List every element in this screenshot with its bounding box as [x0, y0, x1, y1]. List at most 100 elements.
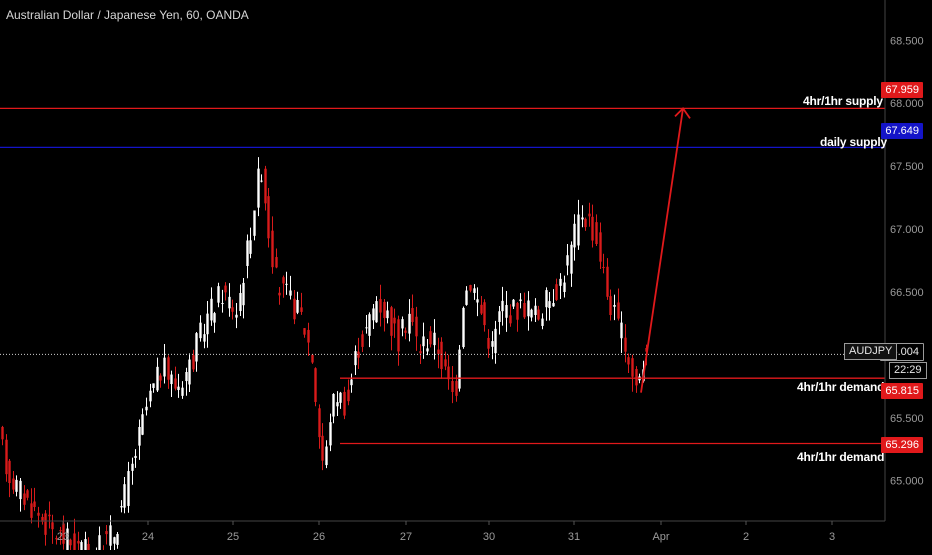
- candle-body: [383, 301, 386, 318]
- candle-body: [293, 298, 296, 320]
- projection-arrowhead: [674, 106, 691, 119]
- candle-body: [498, 311, 501, 322]
- price-tag-4hr-supply: 67.959: [881, 82, 923, 98]
- candle-body: [635, 369, 638, 386]
- candle-body: [365, 327, 368, 329]
- candle-body: [177, 386, 180, 391]
- candle-body: [30, 503, 33, 518]
- candle-body: [329, 422, 332, 446]
- candle-body: [379, 299, 382, 313]
- x-axis-ticks: 23 24 25 26 27 30 31 Apr 2 3: [57, 521, 835, 543]
- candle-body: [314, 368, 317, 402]
- candle-body: [105, 531, 108, 535]
- candle-body: [167, 357, 170, 380]
- candle-body: [116, 534, 119, 545]
- candle-body: [80, 542, 83, 555]
- candle-body: [221, 303, 224, 305]
- candle-body: [282, 277, 285, 284]
- candle-body: [545, 290, 548, 308]
- candle-body: [325, 446, 328, 466]
- candle-body: [73, 533, 76, 554]
- candle-body: [336, 402, 339, 407]
- projection-arrow-line: [640, 108, 684, 393]
- candle-body: [613, 304, 616, 307]
- y-tick-label: 68.000: [890, 98, 924, 110]
- candle-body: [271, 230, 274, 268]
- candle-body: [372, 308, 375, 321]
- candle-body: [404, 330, 407, 333]
- candle-body: [588, 213, 591, 217]
- candle-body: [62, 523, 65, 544]
- candle-body: [509, 315, 512, 324]
- y-tick-label: 65.500: [890, 413, 924, 425]
- candle-body: [390, 307, 393, 336]
- candle-body: [55, 537, 58, 540]
- candle-body: [138, 427, 141, 446]
- candle-body: [584, 218, 587, 228]
- candle-body: [195, 333, 198, 362]
- candle-body: [573, 223, 576, 248]
- candle-body: [332, 393, 335, 417]
- candle-body: [491, 341, 494, 347]
- candle-body: [120, 505, 123, 508]
- x-tick-label: 2: [743, 531, 749, 543]
- candle-body: [199, 322, 202, 339]
- candle-body: [527, 300, 530, 317]
- candle-body: [393, 317, 396, 324]
- candle-body: [267, 196, 270, 239]
- candle-body: [203, 334, 206, 342]
- candle-body: [519, 299, 522, 302]
- candle-body: [397, 319, 400, 352]
- candle-body: [278, 292, 281, 296]
- candle-body: [617, 302, 620, 319]
- candle-body: [23, 493, 26, 505]
- candle-body: [422, 336, 425, 347]
- candle-body: [494, 328, 497, 354]
- candle-body: [113, 537, 116, 544]
- candle-body: [595, 222, 598, 244]
- candle-body: [206, 313, 209, 335]
- candle-body: [447, 366, 450, 380]
- candle-body: [109, 525, 112, 546]
- candle-body: [476, 299, 479, 303]
- candle-body: [311, 354, 314, 363]
- candle-body: [534, 305, 537, 315]
- candle-body: [530, 309, 533, 318]
- candle-body: [552, 303, 555, 307]
- candle-body: [141, 414, 144, 435]
- candle-body: [548, 301, 551, 309]
- y-tick-label: 66.500: [890, 287, 924, 299]
- candle-body: [44, 513, 47, 535]
- candle-body: [134, 455, 137, 459]
- candle-body: [41, 516, 44, 522]
- candle-body: [192, 355, 195, 370]
- candle-body: [419, 351, 422, 354]
- candle-body: [339, 392, 342, 403]
- level-label-4hr-demand-lower: 4hr/1hr demand: [797, 450, 885, 464]
- candle-body: [451, 380, 454, 393]
- x-tick-label: 30: [483, 531, 495, 543]
- candle-body: [285, 283, 288, 285]
- candle-body: [627, 357, 630, 365]
- candle-body: [239, 293, 242, 311]
- candle-body: [296, 299, 299, 313]
- candle-body: [469, 285, 472, 291]
- candle-body: [609, 296, 612, 316]
- candle-body: [8, 460, 11, 484]
- candle-body: [303, 328, 306, 335]
- candle-body: [415, 316, 418, 337]
- candle-body: [246, 240, 249, 266]
- candle-body: [347, 389, 350, 402]
- candle-body: [440, 341, 443, 370]
- candle-body: [368, 314, 371, 336]
- candle-body: [5, 439, 8, 475]
- price-tag-daily-supply: 67.649: [881, 123, 923, 139]
- candle-body: [264, 168, 267, 204]
- candle-body: [210, 298, 213, 321]
- candle-body: [631, 358, 634, 377]
- level-label-4hr-demand-upper: 4hr/1hr demand: [797, 380, 885, 394]
- candle-body: [228, 296, 231, 309]
- candle-body: [33, 501, 36, 507]
